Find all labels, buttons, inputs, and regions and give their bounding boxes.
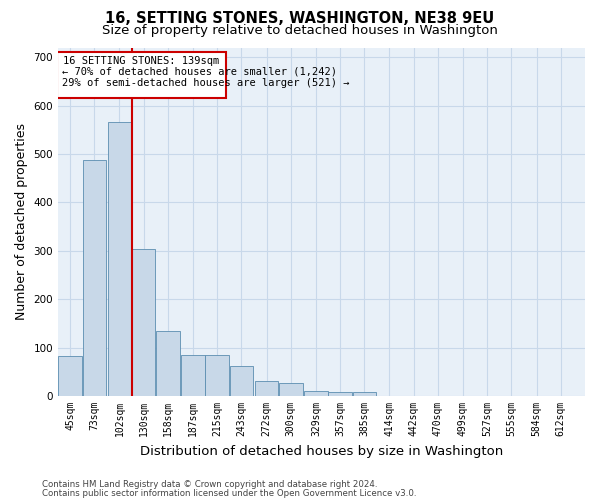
Bar (230, 366, 253, 396)
Bar (304, 391, 328, 396)
Bar (181, 356, 205, 396)
Text: Contains HM Land Registry data © Crown copyright and database right 2024.: Contains HM Land Registry data © Crown c… (42, 480, 377, 489)
Bar (108, 122, 131, 396)
Bar (83, 160, 106, 396)
Bar (132, 250, 155, 396)
Bar (205, 356, 229, 396)
Text: ← 70% of detached houses are smaller (1,242): ← 70% of detached houses are smaller (1,… (62, 67, 337, 77)
Bar (255, 380, 278, 396)
Bar (328, 392, 352, 396)
Text: 16 SETTING STONES: 139sqm: 16 SETTING STONES: 139sqm (64, 56, 220, 66)
Bar (57, 52, 226, 98)
Bar (279, 383, 302, 396)
Text: 16, SETTING STONES, WASHINGTON, NE38 9EU: 16, SETTING STONES, WASHINGTON, NE38 9EU (106, 11, 494, 26)
Bar (156, 330, 180, 396)
Text: 29% of semi-detached houses are larger (521) →: 29% of semi-detached houses are larger (… (62, 78, 350, 88)
Bar (353, 392, 376, 396)
Y-axis label: Number of detached properties: Number of detached properties (15, 124, 28, 320)
Text: Contains public sector information licensed under the Open Government Licence v3: Contains public sector information licen… (42, 489, 416, 498)
Text: Size of property relative to detached houses in Washington: Size of property relative to detached ho… (102, 24, 498, 37)
Bar (58, 356, 82, 396)
X-axis label: Distribution of detached houses by size in Washington: Distribution of detached houses by size … (140, 444, 503, 458)
